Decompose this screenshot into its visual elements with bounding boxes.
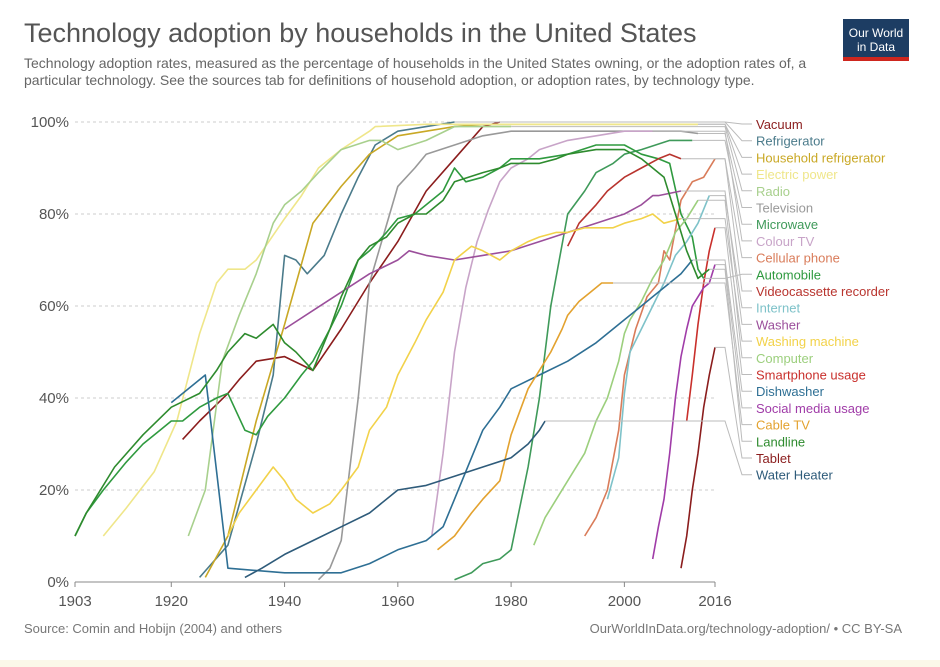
axes: 0% 20% 40% 60% 80% 100% 1903 1920 1940 1960 1980 20…: [31, 114, 732, 610]
series-line-dishwasher[interactable]: [170, 259, 693, 574]
x-tick-label: 1903: [58, 593, 91, 610]
series-line-social-media-usage[interactable]: [651, 264, 716, 560]
legend-connector: [681, 190, 752, 325]
series-line-cable-tv[interactable]: [436, 282, 614, 551]
x-tick-label: 1940: [268, 593, 301, 610]
series-line-refrigerator[interactable]: [198, 121, 455, 578]
series-line-electric-power[interactable]: [102, 123, 698, 537]
source-note: Source: Comin and Hobijn (2004) and othe…: [24, 621, 282, 636]
legend-label-social-media-usage[interactable]: Social media usage: [756, 401, 869, 416]
series-line-smartphone-usage[interactable]: [685, 227, 716, 422]
legend-connector: [709, 268, 752, 442]
series-line-water-heater[interactable]: [244, 420, 546, 579]
logo-line-1: Our World: [848, 26, 904, 40]
series-line-washing-machine[interactable]: [227, 213, 682, 537]
legend-label-microwave[interactable]: Microwave: [756, 217, 818, 232]
series-lines: [74, 121, 716, 581]
y-tick-label: 80%: [39, 206, 69, 223]
series-line-vacuum[interactable]: [182, 121, 501, 440]
x-tick-label: 2000: [608, 593, 641, 610]
y-tick-label: 20%: [39, 482, 69, 499]
series-line-radio[interactable]: [187, 125, 512, 537]
x-tick-label: 1920: [155, 593, 188, 610]
legend-connector: [652, 130, 752, 242]
y-tick-label: 60%: [39, 298, 69, 315]
y-tick-label: 100%: [31, 114, 69, 131]
legend-connector: [511, 126, 752, 192]
series-line-microwave[interactable]: [454, 139, 693, 581]
legend-connector: [692, 259, 752, 392]
legend-connector: [545, 420, 752, 476]
legend-connector: [715, 346, 752, 459]
logo-line-2: in Data: [856, 40, 896, 54]
legend-connector: [681, 158, 752, 292]
legend-connector: [715, 264, 752, 409]
owid-logo[interactable]: Our World in Data: [843, 19, 909, 61]
series-line-internet[interactable]: [606, 195, 711, 500]
x-tick-label: 2016: [698, 593, 731, 610]
series-line-videocassette-recorder[interactable]: [566, 153, 682, 247]
series-line-colour-tv[interactable]: [431, 130, 653, 537]
legend-label-washing-machine[interactable]: Washing machine: [756, 334, 859, 349]
legend-label-colour-tv[interactable]: Colour TV: [756, 234, 815, 249]
legend-label-refrigerator[interactable]: Refrigerator: [756, 134, 825, 149]
series-line-household-refrigerator[interactable]: [204, 123, 698, 578]
credit-link[interactable]: OurWorldInData.org/technology-adoption/ …: [589, 621, 902, 636]
legend-label-smartphone-usage[interactable]: Smartphone usage: [756, 368, 866, 383]
series-line-washer[interactable]: [284, 190, 682, 330]
y-tick-label: 0%: [47, 574, 69, 591]
chart-subtitle: Technology adoption rates, measured as t…: [24, 55, 807, 88]
legend-label-cable-tv[interactable]: Cable TV: [756, 418, 810, 433]
legend-connector: [709, 195, 752, 309]
legend-label-computer[interactable]: Computer: [756, 351, 814, 366]
legend-label-television[interactable]: Television: [756, 201, 813, 216]
series-line-landline[interactable]: [74, 148, 710, 537]
legend-label-washer[interactable]: Washer: [756, 317, 801, 332]
y-tick-label: 40%: [39, 390, 69, 407]
series-line-computer[interactable]: [533, 199, 699, 546]
legend-connector: [698, 199, 752, 359]
grid: [75, 121, 715, 491]
legend-label-internet[interactable]: Internet: [756, 301, 800, 316]
legend-connector: [698, 123, 752, 175]
legend-label-automobile[interactable]: Automobile: [756, 267, 821, 282]
legend-label-videocassette-recorder[interactable]: Videocassette recorder: [756, 284, 890, 299]
legend-label-landline[interactable]: Landline: [756, 434, 805, 449]
legend-label-cellular-phone[interactable]: Cellular phone: [756, 251, 840, 266]
bottom-strip: [0, 660, 940, 667]
legend-label-tablet[interactable]: Tablet: [756, 451, 791, 466]
series-line-cellular-phone[interactable]: [584, 158, 716, 537]
legend-connector: [698, 133, 752, 208]
legend-label-household-refrigerator[interactable]: Household refrigerator: [756, 150, 886, 165]
legend-connector: [454, 121, 752, 142]
legend-label-electric-power[interactable]: Electric power: [756, 167, 838, 182]
legend-connector: [715, 227, 752, 375]
x-tick-label: 1980: [494, 593, 527, 610]
legend-label-radio[interactable]: Radio: [756, 184, 790, 199]
series-line-television[interactable]: [317, 130, 699, 581]
legend-connector: [692, 139, 752, 225]
series-line-tablet[interactable]: [680, 347, 716, 569]
legend-label-vacuum[interactable]: Vacuum: [756, 117, 803, 132]
chart-title: Technology adoption by households in the…: [24, 18, 697, 48]
x-tick-label: 1960: [381, 593, 414, 610]
legend-label-dishwasher[interactable]: Dishwasher: [756, 384, 825, 399]
legend-label-water-heater[interactable]: Water Heater: [756, 468, 833, 483]
